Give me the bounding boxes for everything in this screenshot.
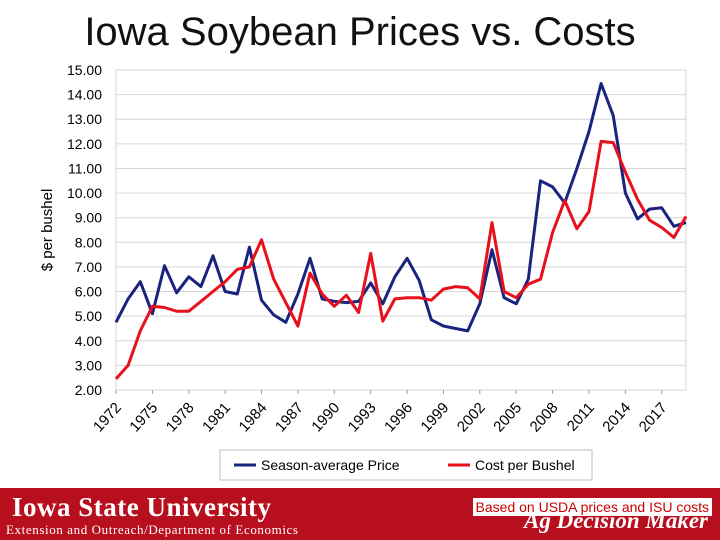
y-axis-label: $ per bushel <box>39 189 56 272</box>
university-logo: Iowa State University <box>12 492 272 522</box>
legend-label: Season-average Price <box>261 457 400 473</box>
y-tick-label: 4.00 <box>75 333 102 349</box>
x-tick-label: 1999 <box>417 399 452 435</box>
x-tick-label: 2008 <box>527 399 562 435</box>
x-tick-label: 2017 <box>636 399 671 435</box>
footer-bar: Iowa State University Extension and Outr… <box>0 488 720 540</box>
grid <box>115 69 687 391</box>
plot-frame <box>115 69 687 391</box>
x-tick-label: 1984 <box>236 399 271 435</box>
y-tick-label: 7.00 <box>75 259 102 275</box>
page-title: Iowa Soybean Prices vs. Costs <box>84 10 636 54</box>
line-chart: $ per bushel 2.00 3.00 4.00 5.00 6.00 7.00 8.0… <box>39 62 688 481</box>
y-tick-label: 15.00 <box>67 62 102 78</box>
y-tick-label: 2.00 <box>75 382 102 398</box>
y-tick-label: 10.00 <box>67 185 102 201</box>
y-tick-label: 11.00 <box>68 160 102 176</box>
department-text: Extension and Outreach/Department of Eco… <box>6 522 299 537</box>
x-tick-label: 1981 <box>199 399 234 435</box>
x-tick-label: 1978 <box>163 399 198 435</box>
x-tick-label: 2002 <box>454 399 489 435</box>
x-tick-label: 1996 <box>381 399 416 435</box>
legend-box <box>219 449 593 481</box>
y-tick-label: 12.00 <box>67 136 102 152</box>
series-group <box>114 82 688 380</box>
x-tick-label: 2005 <box>490 399 525 435</box>
legend-label: Cost per Bushel <box>475 457 575 473</box>
series-line-season-average-price <box>114 82 687 333</box>
x-tick-label: 2014 <box>599 399 634 435</box>
y-tick-label: 8.00 <box>75 234 102 250</box>
y-tick-label: 14.00 <box>67 87 102 103</box>
axes: 2.00 3.00 4.00 5.00 6.00 7.00 8.00 9.00 10.00 11.… <box>67 62 671 435</box>
y-tick-label: 9.00 <box>75 210 102 226</box>
x-tick-label: 1972 <box>90 399 125 435</box>
x-tick-label: 1975 <box>126 399 161 435</box>
series-line-cost-per-bushel <box>114 139 688 380</box>
y-tick-label: 5.00 <box>75 308 102 324</box>
x-tick-label: 1993 <box>345 399 380 435</box>
x-tick-label: 2011 <box>564 399 598 434</box>
legend: Season-average Price Cost per Bushel <box>219 449 593 481</box>
y-tick-label: 6.00 <box>75 284 102 300</box>
x-tick-label: 1990 <box>308 399 343 435</box>
y-tick-label: 3.00 <box>75 357 102 373</box>
y-tick-label: 13.00 <box>67 111 102 127</box>
source-note: Based on USDA prices and ISU costs <box>472 498 712 516</box>
x-tick-label: 1987 <box>272 399 307 435</box>
